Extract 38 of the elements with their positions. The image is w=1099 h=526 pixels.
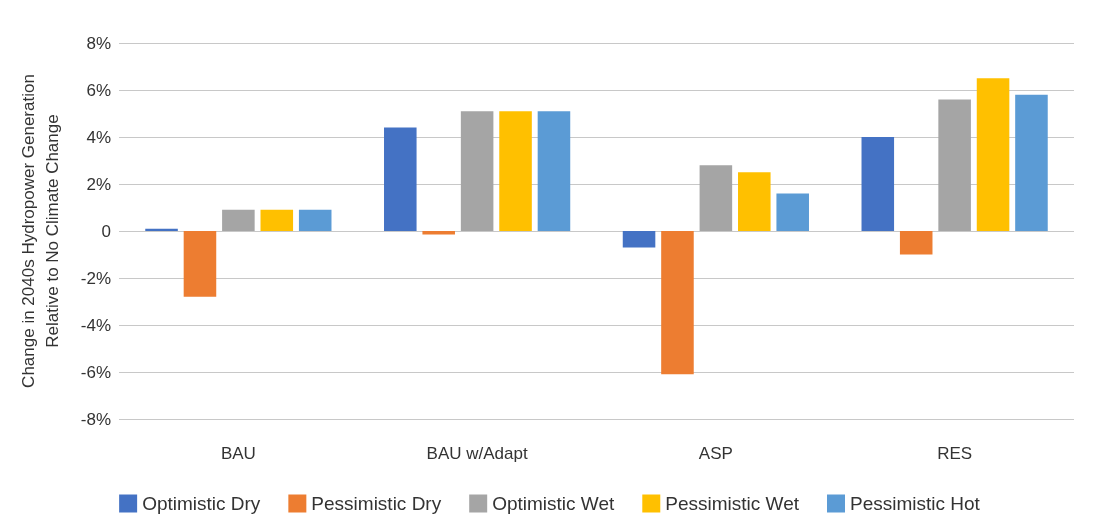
x-tick-label: BAU w/Adapt bbox=[426, 444, 528, 463]
bar bbox=[938, 99, 971, 231]
legend-label: Pessimistic Hot bbox=[850, 493, 981, 514]
bar bbox=[499, 111, 532, 231]
bar bbox=[976, 78, 1010, 231]
bar bbox=[622, 231, 656, 248]
bar bbox=[222, 209, 255, 231]
bar bbox=[260, 209, 294, 231]
legend-label: Optimistic Dry bbox=[142, 493, 261, 514]
y-tick-label: 8% bbox=[86, 33, 111, 53]
bar bbox=[661, 231, 694, 375]
y-tick-label: -4% bbox=[80, 315, 111, 335]
legend-label: Pessimistic Wet bbox=[665, 493, 800, 514]
bar bbox=[183, 231, 217, 297]
bar bbox=[460, 111, 494, 231]
bar bbox=[776, 193, 809, 231]
bar bbox=[1015, 94, 1048, 231]
legend-label: Pessimistic Dry bbox=[311, 493, 442, 514]
bar bbox=[738, 172, 771, 231]
y-tick-label: 4% bbox=[86, 127, 111, 147]
x-tick-label: RES bbox=[937, 444, 973, 463]
bar bbox=[384, 127, 417, 231]
bar bbox=[861, 137, 895, 231]
bar bbox=[899, 231, 933, 255]
y-tick-label: 2% bbox=[86, 174, 111, 194]
bar bbox=[298, 209, 332, 231]
x-tick-label: BAU bbox=[220, 444, 256, 463]
y-tick-label: -8% bbox=[80, 409, 111, 429]
y-axis-title: Change in 2040s Hydropower Generation Relative to No Climate Change bbox=[18, 74, 62, 388]
bar bbox=[422, 231, 455, 235]
y-tick-label: 0 bbox=[101, 221, 111, 241]
x-tick-label: ASP bbox=[698, 444, 733, 463]
y-tick-label: 6% bbox=[86, 80, 111, 100]
y-tick-label: -6% bbox=[80, 362, 111, 382]
legend-label: Optimistic Wet bbox=[492, 493, 616, 514]
bar bbox=[537, 111, 571, 231]
bar bbox=[699, 165, 733, 231]
y-tick-label: -2% bbox=[80, 268, 111, 288]
